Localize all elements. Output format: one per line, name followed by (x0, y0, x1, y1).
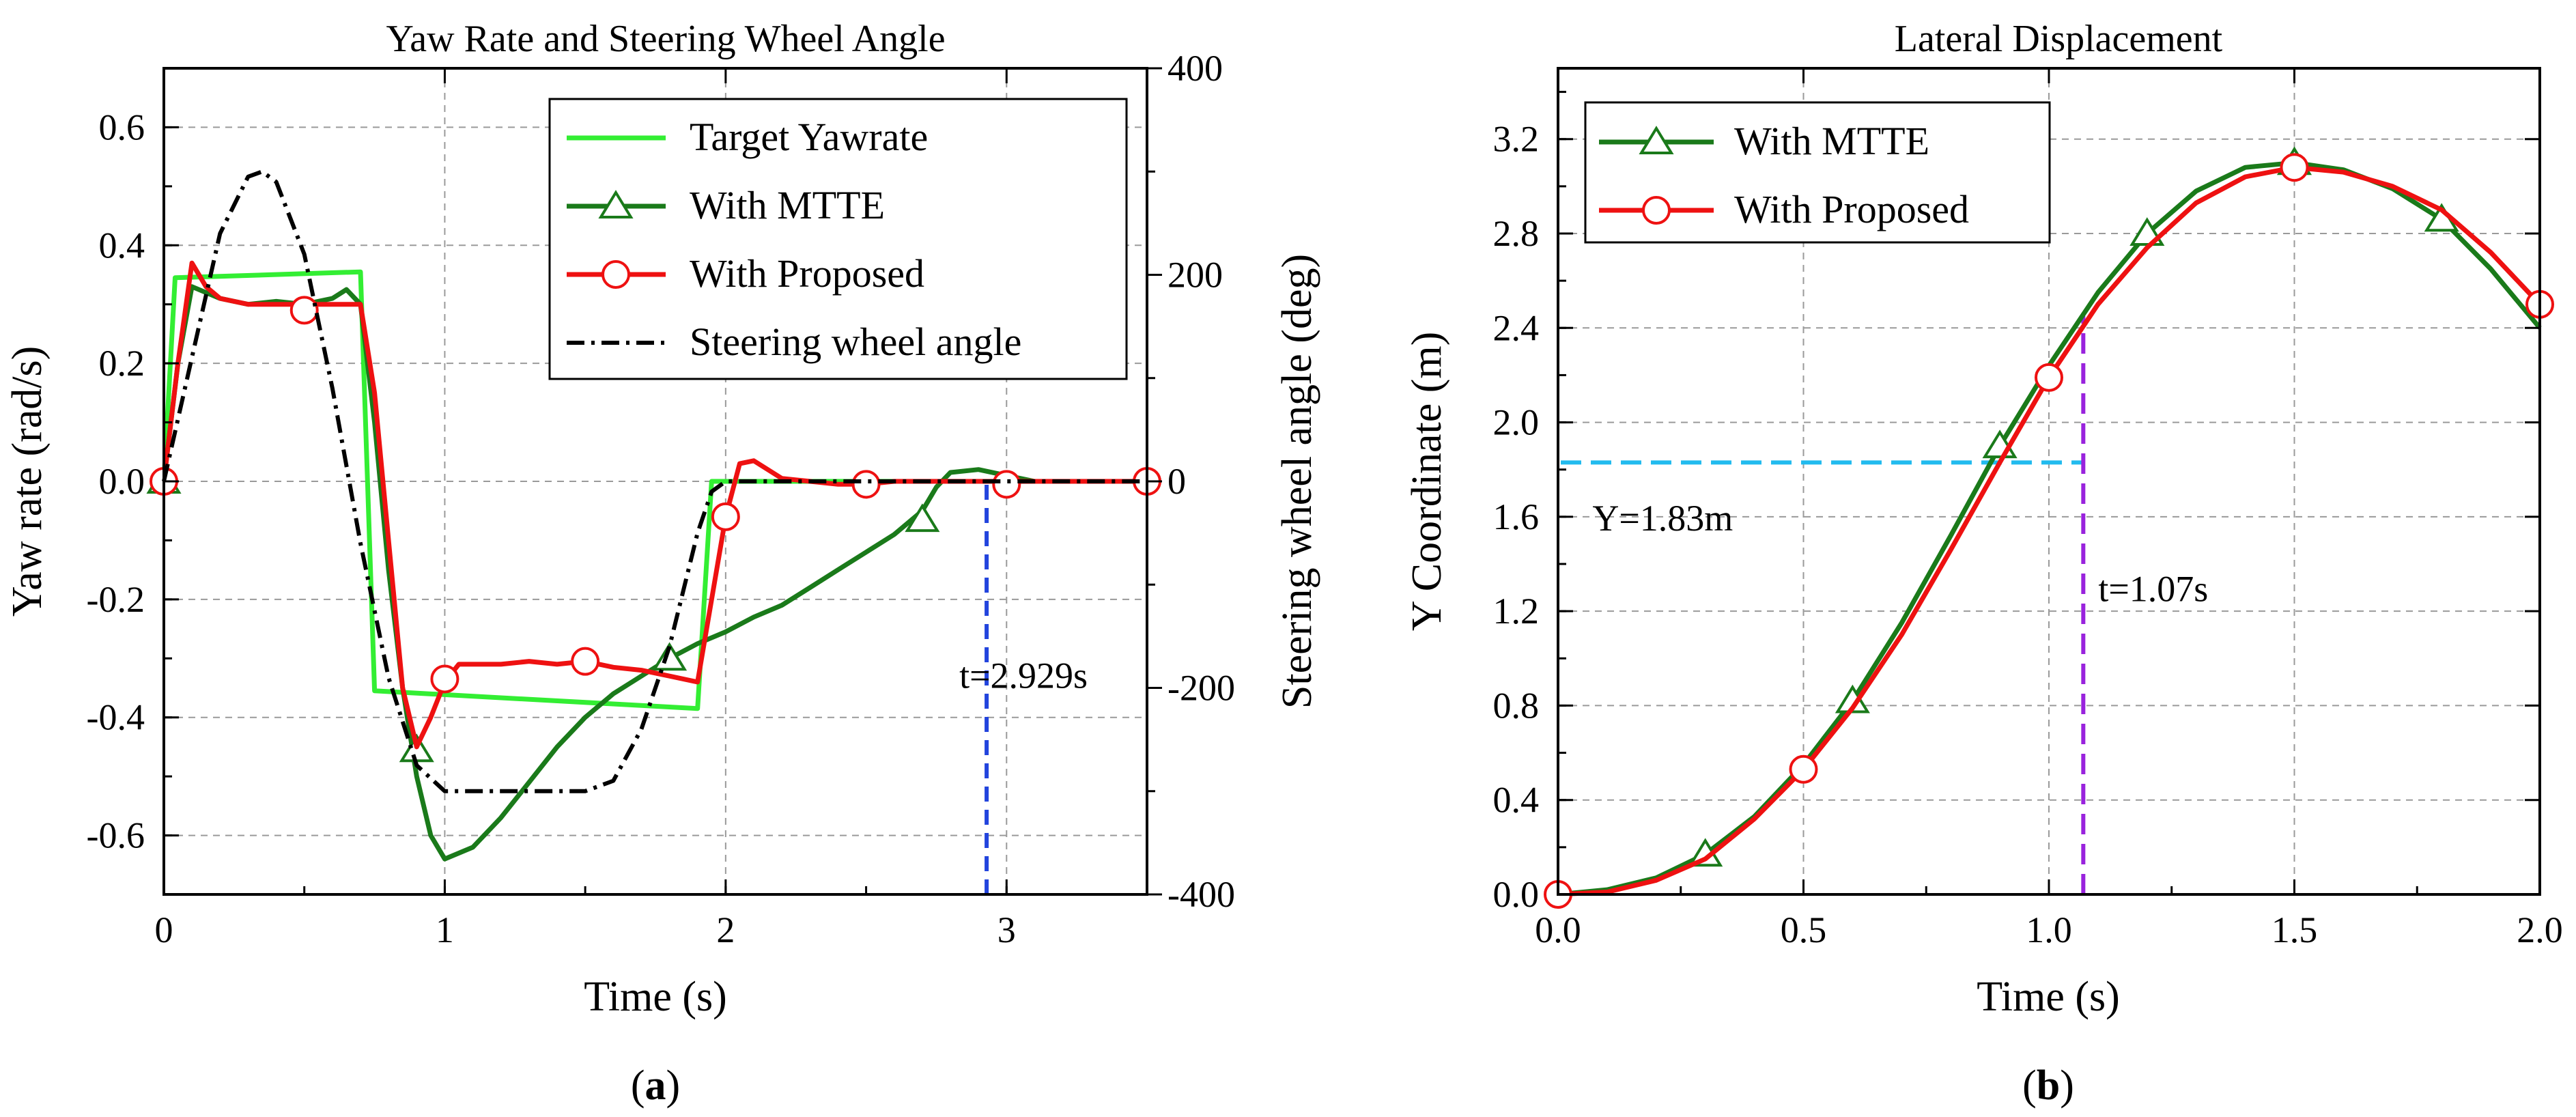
chart-a-ylabel: Yaw rate (rad/s) (4, 346, 51, 617)
annotation-y-183: Y=1.83m (1592, 498, 1733, 539)
legend-b-with-proposed: With Proposed (1734, 187, 1969, 231)
y-tick-label: -0.6 (87, 815, 145, 856)
x-tick-label: 3 (997, 909, 1016, 950)
chart-a-title: Yaw Rate and Steering Wheel Angle (386, 18, 945, 60)
chart-a-annotations: t=2.929s (959, 481, 1088, 894)
chart-b-series (1544, 146, 2554, 909)
series-with-proposed-marker (992, 470, 1021, 499)
y-tick-label: 0.6 (99, 107, 145, 147)
annotation-t-107: t=1.07s (2098, 569, 2208, 610)
y-tick-label: 0.0 (99, 461, 145, 502)
y-tick-label: 2.4 (1493, 307, 1540, 348)
legend-b-with-mtte: With MTTE (1734, 119, 1929, 163)
y-tick-label: -0.2 (87, 579, 145, 620)
series-with-mtte-line (161, 284, 1147, 862)
legend-with-proposed: With Proposed (690, 251, 924, 296)
x-tick-label: 1 (436, 909, 454, 950)
series-with-mtte-marker (652, 642, 688, 671)
chart-b-title: Lateral Displacement (1895, 18, 2223, 60)
series-with-proposed-marker (2280, 153, 2309, 182)
y-tick-label: 2.0 (1493, 402, 1540, 443)
series-with-proposed-marker (2035, 363, 2063, 392)
series-with-mtte-marker (905, 503, 940, 533)
y-tick-label: -0.4 (87, 697, 145, 738)
chart-b-legend: With MTTE With Proposed (1584, 101, 2051, 244)
x-tick-label: 0 (155, 909, 173, 950)
chart-b-caption: (b) (2022, 1062, 2074, 1109)
series-with-proposed-marker (430, 664, 459, 694)
legend-proposed-marker (601, 260, 630, 289)
chart-b-annotations: Y=1.83m t=1.07s (1592, 498, 2208, 610)
y2-tick-label: 0 (1167, 461, 1186, 502)
chart-b-caption-letter: b (2037, 1062, 2060, 1109)
legend-target-yawrate: Target Yawrate (690, 115, 928, 159)
y-tick-label: 0.0 (1493, 874, 1540, 915)
chart-b-xlabel: Time (s) (1977, 974, 2120, 1020)
x-tick-label: 0.0 (1535, 909, 1581, 950)
y2-tick-label: -400 (1167, 874, 1235, 915)
x-tick-label: 1.5 (2271, 909, 2318, 950)
y-tick-label: 0.4 (1493, 780, 1540, 821)
y-tick-label: 3.2 (1493, 119, 1540, 160)
x-tick-label: 1.0 (2026, 909, 2072, 950)
series-with-proposed-marker (1789, 754, 1818, 784)
y-tick-label: 2.8 (1493, 213, 1540, 254)
chart-b-ylabel: Y Coordinate (m) (1404, 332, 1450, 631)
series-target-yawrate-line (161, 269, 1147, 711)
chart-a-xlabel: Time (s) (584, 974, 727, 1020)
chart-a-legend: Target Yawrate With MTTE With Proposed S… (548, 98, 1128, 380)
series-with-proposed-marker (851, 470, 881, 499)
chart-a-caption: (a) (631, 1062, 680, 1109)
chart-a-y2label: Steering wheel angle (deg) (1274, 254, 1320, 709)
x-tick-label: 2.0 (2517, 909, 2563, 950)
legend-with-mtte: With MTTE (690, 183, 885, 227)
y-tick-label: 0.2 (99, 343, 145, 384)
annotation-t-2929: t=2.929s (959, 655, 1088, 696)
series-with-proposed-line (161, 260, 1147, 750)
y-tick-label: 1.6 (1493, 496, 1540, 537)
series-with-proposed-marker (289, 296, 319, 325)
chart-b-ticks: 0.0 0.5 1.0 1.5 2.0 0.0 0.4 0.8 1.2 1.6 2.0 2.4 2.8 3… (1493, 68, 2563, 950)
legend-b-proposed-marker (1642, 196, 1671, 225)
y-tick-label: 1.2 (1493, 591, 1540, 632)
chart-a-caption-letter: a (645, 1062, 666, 1109)
chart-b: Lateral Displacement Y=1.83m t=1.07s 0.0… (1404, 18, 2563, 1109)
y2-tick-label: -200 (1167, 668, 1235, 709)
series-with-proposed-marker (711, 502, 740, 531)
chart-a-ticks: 0 1 2 3 -0.6 -0.4 -0.2 0.0 0.2 0.4 0.6 -400 -200 0 200… (87, 48, 1235, 950)
legend-steering-wheel-angle: Steering wheel angle (690, 320, 1021, 364)
legend-b-mtte-marker (1639, 126, 1674, 154)
chart-b-annotation-lines (1561, 316, 2086, 894)
chart-a: Yaw Rate and Steering Wheel Angle t=2.92… (4, 18, 1320, 1109)
y-tick-label: 0.4 (99, 225, 145, 266)
x-tick-label: 2 (716, 909, 735, 950)
legend-mtte-marker (598, 190, 634, 218)
y2-tick-label: 400 (1167, 48, 1223, 89)
chart-a-legend-box (548, 98, 1128, 380)
y-tick-label: 0.8 (1493, 685, 1540, 726)
series-with-proposed-marker (571, 647, 600, 676)
y2-tick-label: 200 (1167, 255, 1223, 296)
x-tick-label: 0.5 (1781, 909, 1827, 950)
